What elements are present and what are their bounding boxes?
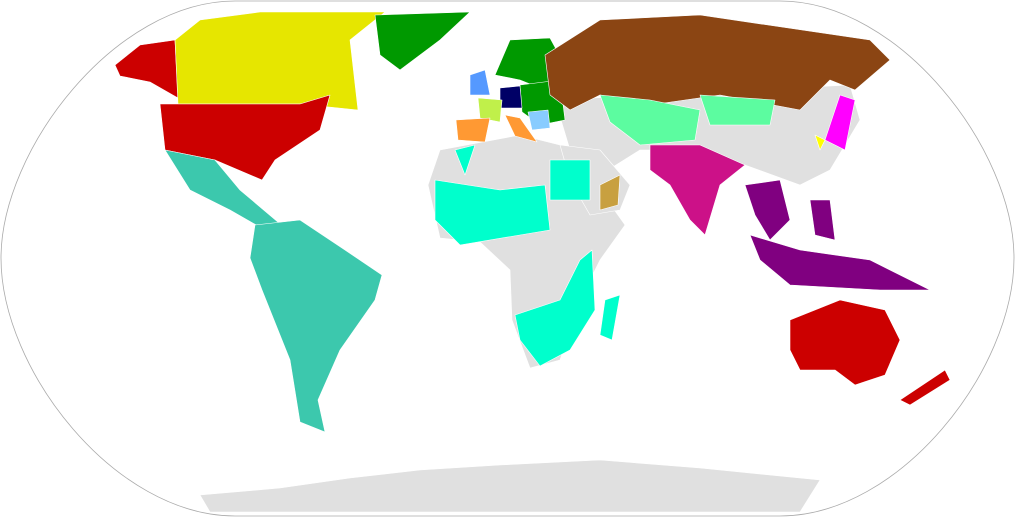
region-italy [504, 114, 538, 143]
region-korea [814, 134, 826, 151]
region-philippines [809, 199, 836, 241]
region-oman [599, 174, 621, 211]
country-regions [114, 11, 951, 513]
region-russia [544, 14, 891, 111]
region-north-africa [454, 144, 476, 176]
region-egypt [549, 159, 591, 201]
region-antarctica [199, 459, 821, 513]
region-west-africa [434, 179, 551, 246]
region-india [649, 144, 746, 236]
region-germany [499, 85, 523, 109]
region-australia [789, 299, 901, 386]
region-central-asia [599, 94, 701, 146]
region-indochina [744, 179, 791, 241]
region-iberia [455, 117, 491, 143]
region-france [477, 97, 503, 123]
region-new-zealand [899, 369, 951, 406]
region-southern-africa [514, 249, 596, 367]
region-greenland [374, 11, 471, 71]
region-south-america [249, 219, 383, 433]
region-japan [824, 94, 856, 151]
region-mongolia [699, 94, 776, 126]
region-uk [469, 69, 491, 96]
region-balkans [527, 109, 551, 131]
region-madagascar [599, 294, 621, 341]
region-indonesia [749, 234, 931, 291]
